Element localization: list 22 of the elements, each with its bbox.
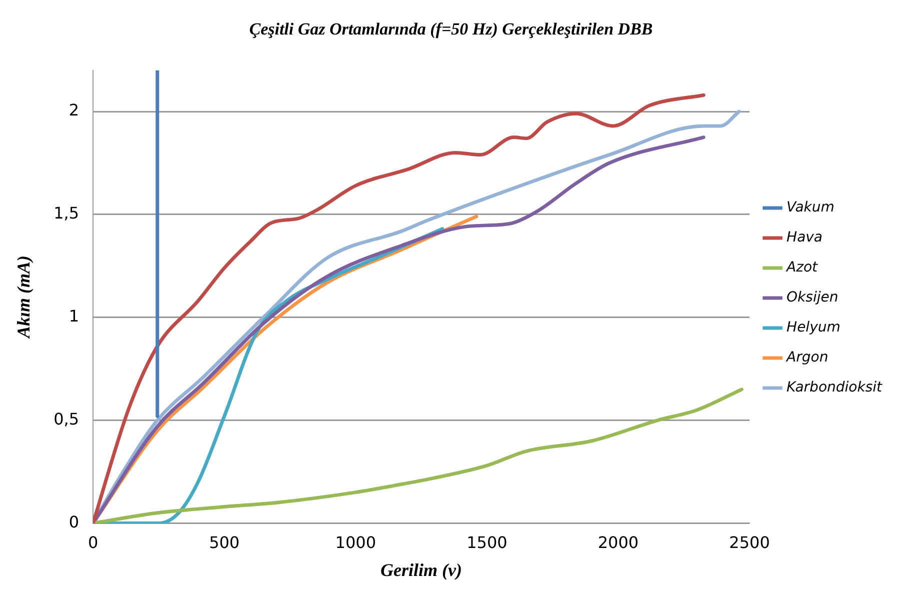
legend-label: Argon: [786, 350, 828, 366]
legend-label: Karbondioksit: [786, 380, 883, 396]
y-axis-title: Akım (mA): [13, 256, 34, 340]
y-tick-label: 1,5: [54, 204, 80, 223]
y-tick-label: 0,5: [54, 409, 80, 428]
y-tick-label: 1: [68, 306, 80, 326]
x-tick-label: 2000: [598, 532, 639, 552]
legend-label: Oksijen: [786, 290, 838, 306]
legend-label: Hava: [786, 230, 823, 246]
y-tick-label: 2: [68, 100, 80, 120]
chart-title: Çeşitli Gaz Ortamlarında (f=50 Hz) Gerçekleştirilen DBB: [249, 20, 653, 39]
x-tick-label: 2500: [729, 532, 770, 552]
legend-label: Helyum: [786, 320, 840, 336]
y-tick-label: 0: [68, 512, 80, 532]
legend-label: Azot: [786, 260, 818, 276]
legend-label: Vakum: [786, 200, 834, 216]
x-tick-label: 1000: [335, 532, 376, 552]
x-tick-label: 0: [88, 532, 98, 552]
x-axis-title: Gerilim (v): [380, 560, 462, 580]
line-series: [93, 388, 744, 524]
x-tick-label: 500: [209, 532, 240, 552]
x-tick-label: 1500: [466, 532, 508, 552]
